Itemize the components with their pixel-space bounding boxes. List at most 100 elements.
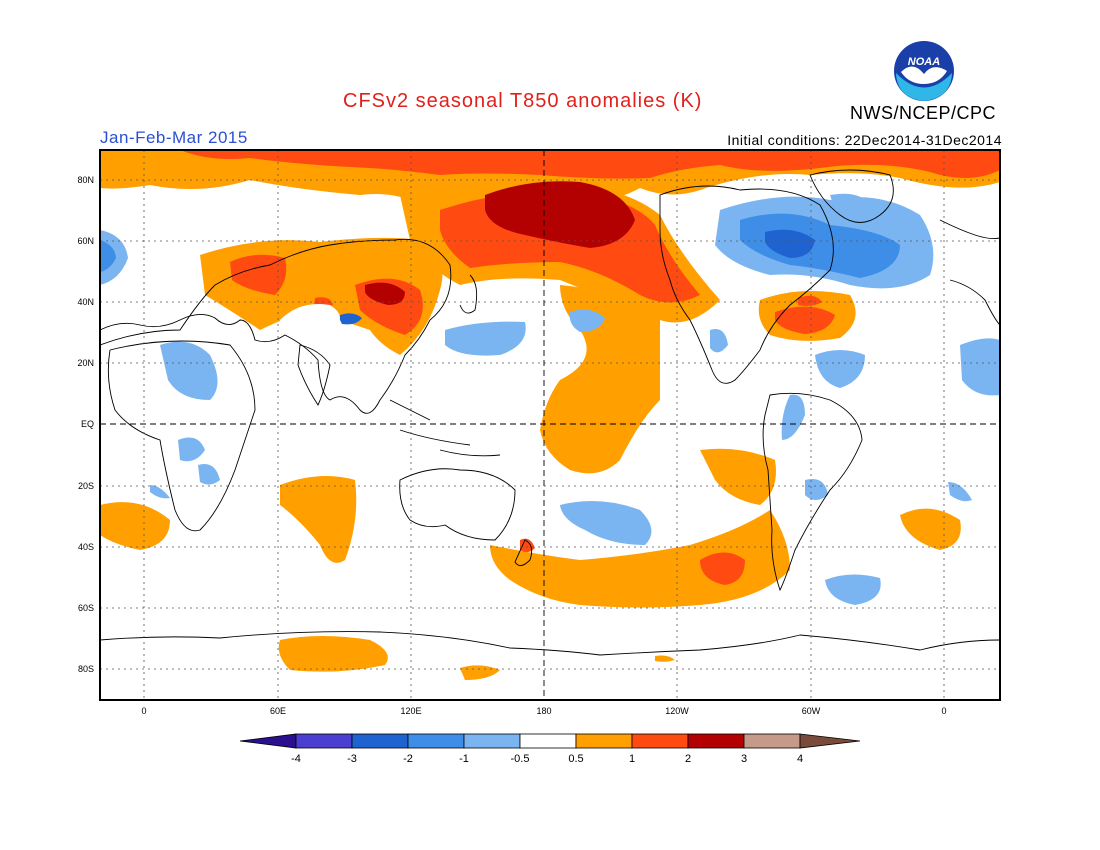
anomaly-region (445, 321, 526, 356)
colorbar-bin (295, 733, 353, 749)
anomaly-region (100, 240, 116, 272)
anomaly-region (198, 464, 220, 485)
coastline (659, 185, 834, 384)
coastline (100, 238, 452, 414)
colorbar-bin (575, 733, 633, 749)
noaa-logo: NOAA (894, 41, 954, 101)
lon-label: 60W (802, 706, 821, 716)
anomaly-region (655, 655, 675, 662)
anomaly-region (490, 510, 790, 608)
colorbar-label: 3 (741, 753, 747, 765)
lat-label: 20N (77, 358, 94, 368)
lon-label: 120W (665, 706, 689, 716)
lat-label: 40S (78, 542, 94, 552)
anomaly-region (781, 394, 805, 440)
colorbar-bin (631, 733, 689, 749)
colorbar-label: -2 (403, 753, 413, 765)
lat-label: 80S (78, 664, 94, 674)
anomaly-region (805, 479, 828, 500)
longitude-labels: 0 60E 120E 180 120W 60W 0 (141, 706, 946, 716)
coastline (389, 399, 501, 457)
lon-label: 0 (141, 706, 146, 716)
organization-label: NWS/NCEP/CPC (850, 103, 997, 123)
colorbar-bin (743, 733, 801, 749)
lat-label: 40N (77, 297, 94, 307)
colorbar-label: -3 (347, 753, 357, 765)
lon-label: 120E (400, 706, 421, 716)
anomaly-region (710, 329, 728, 353)
anomaly-region (775, 306, 835, 334)
colorbar-bin (239, 733, 297, 749)
lat-label: EQ (81, 419, 94, 429)
anomaly-region (280, 476, 357, 563)
anomaly-region (560, 501, 652, 545)
anomaly-region (700, 448, 776, 505)
latitude-labels: 80N 60N 40N 20N EQ 20S 40S 60S 80S (77, 175, 94, 674)
anomaly-region (460, 665, 500, 680)
map-frame (99, 149, 1001, 701)
reference-lines (100, 150, 1000, 700)
anomaly-region (569, 309, 605, 332)
colorbar-bin (407, 733, 465, 749)
anomaly-region (900, 508, 961, 550)
map-title: CFSv2 seasonal T850 anomalies (K) (343, 90, 703, 112)
anomaly-region (948, 482, 972, 502)
season-label: Jan-Feb-Mar 2015 (100, 128, 248, 147)
coastline (100, 631, 1000, 656)
colorbar (239, 733, 861, 749)
coastline (809, 169, 894, 223)
anomaly-region (230, 254, 287, 295)
anomaly-region (278, 636, 388, 672)
anomaly-region (485, 181, 635, 248)
logo-text: NOAA (908, 56, 940, 68)
colorbar-bin (687, 733, 745, 749)
colorbar-label: 1 (629, 753, 635, 765)
coastline (514, 539, 533, 566)
coastline (459, 274, 478, 314)
lat-label: 60N (77, 236, 94, 246)
coastline (939, 219, 1000, 326)
colorbar-label: 0.5 (568, 753, 583, 765)
anomaly-region (700, 552, 745, 585)
coastline (762, 392, 863, 592)
colorbar-bin (351, 733, 409, 749)
colorbar-label: -1 (459, 753, 469, 765)
anomaly-region (100, 502, 170, 550)
lat-label: 80N (77, 175, 94, 185)
coastlines (100, 169, 1000, 656)
colorbar-label: 4 (797, 753, 803, 765)
lat-label: 20S (78, 481, 94, 491)
lon-label: 0 (941, 706, 946, 716)
lon-label: 60E (270, 706, 286, 716)
colorbar-label: -4 (291, 753, 301, 765)
anomaly-region (825, 574, 881, 605)
lat-label: 60S (78, 603, 94, 613)
coastline (297, 344, 331, 406)
anomaly-region (160, 341, 218, 400)
coastline (399, 468, 516, 541)
colorbar-labels: -4 -3 -2 -1 -0.5 0.5 1 2 3 4 (291, 753, 803, 765)
anomaly-region (765, 229, 815, 258)
anomaly-region (338, 313, 362, 325)
anomaly-region (150, 485, 170, 499)
anomaly-region (815, 350, 865, 388)
anomaly-region (178, 437, 205, 462)
anomaly-region (365, 282, 405, 305)
colorbar-label: 2 (685, 753, 691, 765)
anomaly-region (180, 150, 1000, 179)
anomaly-region (830, 193, 870, 219)
anomaly-region (798, 295, 822, 306)
coastline (107, 340, 256, 532)
graticule (100, 150, 1000, 700)
initial-conditions-label: Initial conditions: 22Dec2014-31Dec2014 (727, 132, 1002, 148)
anomaly-region (540, 285, 660, 474)
anomaly-region (280, 304, 340, 331)
colorbar-bin (463, 733, 521, 749)
anomaly-fields (100, 150, 1000, 680)
colorbar-label: -0.5 (511, 753, 530, 765)
colorbar-bin (519, 733, 577, 749)
anomaly-region (740, 213, 900, 278)
colorbar-bin (799, 733, 861, 749)
lon-label: 180 (536, 706, 551, 716)
